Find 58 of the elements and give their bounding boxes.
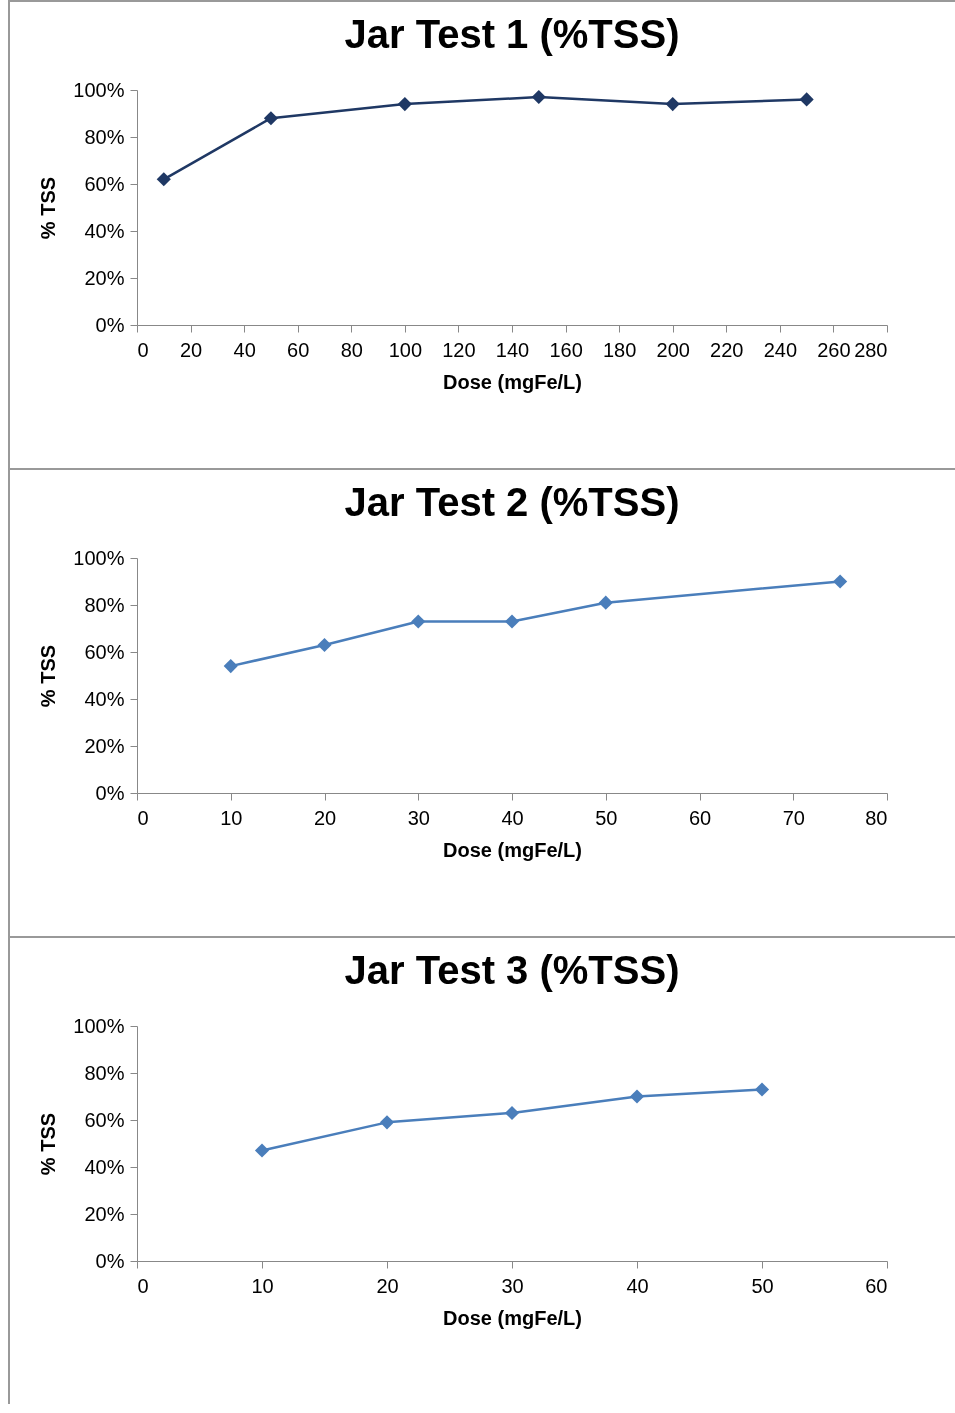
- x-tick-label: 120: [442, 338, 476, 361]
- x-tick-label: 0: [137, 1274, 149, 1297]
- chart-title: Jar Test 3 (%TSS): [344, 948, 680, 992]
- y-tick-label: 0%: [95, 1249, 125, 1272]
- x-tick-label: 10: [220, 806, 243, 829]
- x-tick-label: 180: [602, 338, 637, 361]
- x-tick-label: 80: [340, 338, 363, 361]
- x-tick-label: 40: [501, 806, 524, 829]
- y-tick-label: 20%: [84, 734, 125, 757]
- x-tick-label: 60: [865, 1274, 888, 1297]
- x-tick-label: 60: [688, 806, 712, 829]
- x-tick-label: 0: [137, 338, 149, 361]
- y-tick-label: 60%: [84, 1108, 125, 1131]
- chart-title: Jar Test 2 (%TSS): [344, 480, 680, 524]
- x-tick-label: 100: [388, 338, 423, 361]
- x-tick-label: 40: [233, 338, 256, 361]
- x-tick-label: 260: [817, 338, 851, 361]
- y-tick-label: 20%: [84, 1202, 125, 1225]
- x-tick-label: 0: [137, 806, 149, 829]
- x-tick-label: 30: [407, 806, 430, 829]
- y-tick-label: 80%: [84, 593, 125, 616]
- y-tick-label: 60%: [84, 640, 125, 663]
- y-tick-label: 60%: [84, 172, 125, 195]
- y-tick-label: 20%: [84, 266, 125, 289]
- x-tick-label: 40: [626, 1274, 649, 1297]
- x-tick-label: 160: [549, 338, 583, 361]
- y-axis-title: % TSS: [37, 1112, 60, 1176]
- x-tick-label: 220: [710, 338, 744, 361]
- x-tick-label: 70: [782, 806, 805, 829]
- y-tick-label: 100%: [73, 78, 125, 101]
- chart-title: Jar Test 1 (%TSS): [344, 12, 680, 56]
- x-axis-title: Dose (mgFe/L): [443, 370, 582, 393]
- x-axis-title: Dose (mgFe/L): [443, 838, 582, 861]
- y-tick-label: 40%: [84, 687, 125, 710]
- x-axis-title: Dose (mgFe/L): [443, 1306, 582, 1329]
- x-tick-label: 240: [763, 338, 798, 361]
- x-tick-label: 280: [854, 338, 888, 361]
- x-tick-label: 20: [179, 338, 203, 361]
- x-tick-label: 140: [495, 338, 530, 361]
- y-tick-label: 40%: [84, 219, 125, 242]
- x-tick-label: 30: [501, 1274, 524, 1297]
- y-tick-label: 40%: [84, 1155, 125, 1178]
- x-tick-label: 20: [376, 1274, 399, 1297]
- y-axis-title: % TSS: [37, 644, 60, 708]
- y-axis-title: % TSS: [37, 176, 60, 240]
- y-tick-label: 100%: [73, 1014, 125, 1037]
- x-tick-label: 80: [865, 806, 888, 829]
- y-tick-label: 0%: [95, 313, 125, 336]
- y-tick-label: 80%: [84, 125, 125, 148]
- x-tick-label: 10: [251, 1274, 274, 1297]
- x-tick-label: 50: [595, 806, 618, 829]
- x-tick-label: 50: [751, 1274, 774, 1297]
- x-tick-label: 60: [287, 338, 310, 361]
- y-tick-label: 100%: [73, 546, 125, 569]
- x-tick-label: 200: [656, 338, 690, 361]
- y-tick-label: 80%: [84, 1061, 125, 1084]
- x-tick-label: 20: [313, 806, 337, 829]
- y-tick-label: 0%: [95, 781, 125, 804]
